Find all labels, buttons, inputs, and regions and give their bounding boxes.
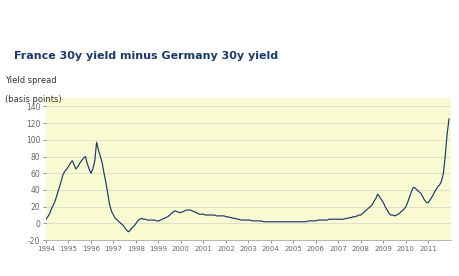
Text: French yields spreads are rocketing: French yields spreads are rocketing <box>7 20 287 34</box>
Text: Yield spread: Yield spread <box>5 76 56 85</box>
Text: France 30y yield minus Germany 30y yield: France 30y yield minus Germany 30y yield <box>14 51 277 61</box>
Text: (basis points): (basis points) <box>5 95 61 104</box>
